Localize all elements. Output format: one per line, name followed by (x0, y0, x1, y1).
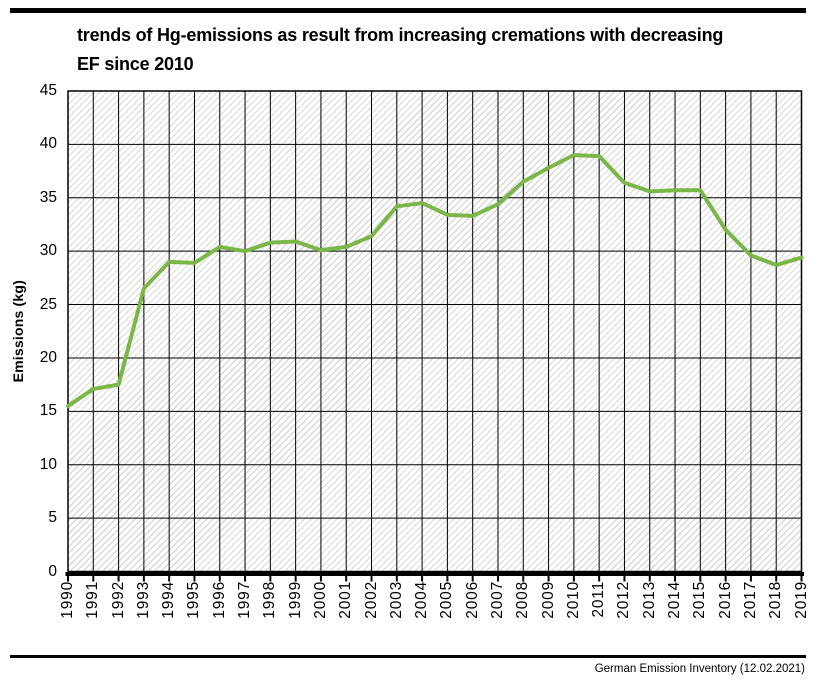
y-tick-label: 15 (39, 402, 57, 420)
x-tick-label-text: 2002 (362, 581, 380, 619)
x-tick-label: 2006 (464, 581, 482, 624)
chart-title-line2: EF since 2010 (77, 54, 194, 74)
x-tick-label: 1990 (59, 581, 77, 624)
bottom-divider-bar (10, 655, 806, 658)
x-tick-label-text: 2009 (539, 581, 557, 619)
x-tick-label: 2008 (514, 581, 532, 624)
x-tick-label-text: 2013 (640, 581, 658, 619)
x-tick-label: 2002 (363, 581, 381, 624)
x-tick-label-text: 2019 (792, 581, 810, 619)
x-tick-label: 2009 (540, 581, 558, 624)
x-tick-label: 2013 (641, 581, 659, 624)
x-tick-label-text: 2017 (741, 581, 759, 619)
y-axis-title: Emissions (kg) (6, 91, 30, 572)
x-tick-label-text: 1991 (84, 581, 102, 619)
x-tick-label: 2011 (590, 581, 608, 623)
y-tick-label: 40 (39, 135, 57, 153)
plot-area (68, 91, 802, 572)
chart-title: trends of Hg-emissions as result from in… (77, 21, 799, 79)
x-tick-label: 1994 (160, 581, 178, 624)
x-tick-label: 1991 (84, 581, 102, 624)
x-tick-label-text: 2000 (311, 581, 329, 619)
x-tick-label: 2017 (742, 581, 760, 624)
x-tick-label: 2007 (489, 581, 507, 624)
x-tick-label-text: 1995 (185, 581, 203, 619)
x-tick-label: 2016 (717, 581, 735, 624)
x-tick-label-text: 1999 (286, 581, 304, 619)
x-tick-label-text: 1992 (109, 581, 127, 619)
x-tick-label-text: 1998 (261, 581, 279, 619)
y-tick-label: 5 (48, 509, 57, 527)
x-tick-label: 1998 (261, 581, 279, 624)
x-tick-label-text: 2004 (413, 581, 431, 619)
x-tick-label: 2018 (767, 581, 785, 624)
x-tick-label: 1997 (236, 581, 254, 624)
x-tick-label-text: 2012 (615, 581, 633, 619)
footer-source: German Emission Inventory (12.02.2021) (594, 663, 805, 675)
x-tick-label: 2010 (565, 581, 583, 624)
x-tick-label-text: 2001 (337, 581, 355, 619)
x-tick-label-text: 2018 (767, 581, 785, 619)
chart-title-line1: trends of Hg-emissions as result from in… (77, 25, 724, 45)
x-tick-label: 2019 (793, 581, 811, 624)
x-tick-label: 2001 (337, 581, 355, 624)
x-tick-label: 1993 (135, 581, 153, 624)
x-tick-label: 2015 (691, 581, 709, 624)
x-tick-label: 1995 (185, 581, 203, 624)
x-tick-label: 2014 (666, 581, 684, 624)
y-tick-label: 10 (39, 455, 57, 473)
x-tick-label-text: 1990 (59, 581, 76, 619)
x-tick-label-text: 2011 (590, 581, 608, 618)
y-tick-label: 35 (39, 188, 57, 206)
x-tick-label-text: 2006 (463, 581, 481, 619)
x-tick-label-text: 2016 (716, 581, 734, 619)
y-tick-label: 30 (39, 242, 57, 260)
x-tick-label-text: 1993 (134, 581, 152, 619)
x-tick-label-text: 1997 (236, 581, 254, 619)
x-tick-label-text: 2010 (564, 581, 582, 619)
x-tick-label: 2003 (388, 581, 406, 624)
x-tick-label: 1992 (110, 581, 128, 624)
x-tick-label-text: 2007 (488, 581, 506, 619)
x-tick-label-text: 1994 (160, 581, 178, 619)
x-tick-label-text: 2005 (438, 581, 456, 619)
y-tick-label: 0 (48, 562, 57, 580)
x-tick-label-text: 2014 (666, 581, 684, 619)
x-tick-label: 2000 (312, 581, 330, 624)
x-tick-label-text: 2003 (387, 581, 405, 619)
x-tick-label: 1999 (287, 581, 305, 624)
y-tick-label: 45 (39, 82, 57, 99)
y-tick-label: 20 (39, 348, 57, 366)
x-tick-label-text: 2008 (514, 581, 532, 619)
x-tick-label: 2012 (615, 581, 633, 624)
x-tick-label-text: 1996 (210, 581, 228, 619)
x-tick-label: 2005 (438, 581, 456, 624)
top-divider-bar (10, 8, 806, 13)
x-tick-label: 2004 (413, 581, 431, 624)
y-tick-label: 25 (39, 295, 57, 313)
x-tick-label: 1996 (211, 581, 229, 624)
x-tick-label-text: 2015 (691, 581, 709, 619)
